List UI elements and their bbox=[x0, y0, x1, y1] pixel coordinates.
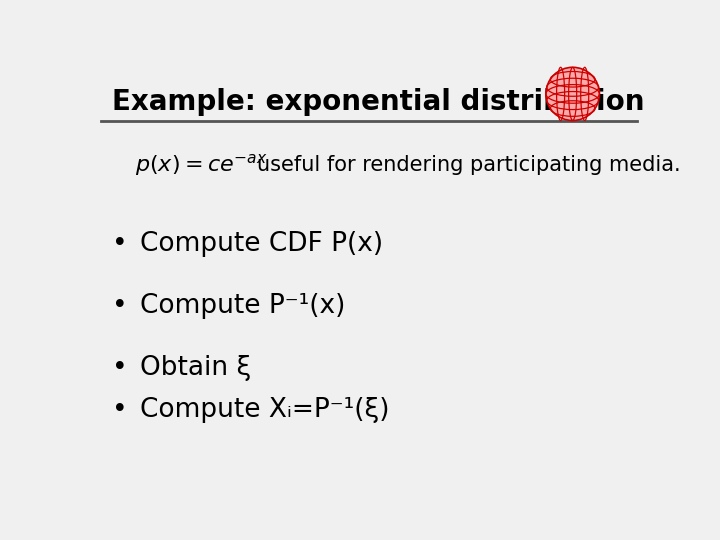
Text: •: • bbox=[112, 397, 128, 423]
Text: useful for rendering participating media.: useful for rendering participating media… bbox=[258, 154, 681, 174]
Text: Compute Xᵢ=P⁻¹(ξ): Compute Xᵢ=P⁻¹(ξ) bbox=[140, 397, 390, 423]
Text: Compute CDF P(x): Compute CDF P(x) bbox=[140, 231, 383, 256]
Ellipse shape bbox=[546, 68, 600, 120]
Text: •: • bbox=[112, 293, 128, 319]
Text: Obtain ξ: Obtain ξ bbox=[140, 355, 251, 381]
Text: Example: exponential distribution: Example: exponential distribution bbox=[112, 87, 645, 116]
Text: Compute P⁻¹(x): Compute P⁻¹(x) bbox=[140, 293, 346, 319]
Text: $p(x) = ce^{-ax}$: $p(x) = ce^{-ax}$ bbox=[135, 152, 267, 178]
Text: •: • bbox=[112, 231, 128, 256]
Text: •: • bbox=[112, 355, 128, 381]
